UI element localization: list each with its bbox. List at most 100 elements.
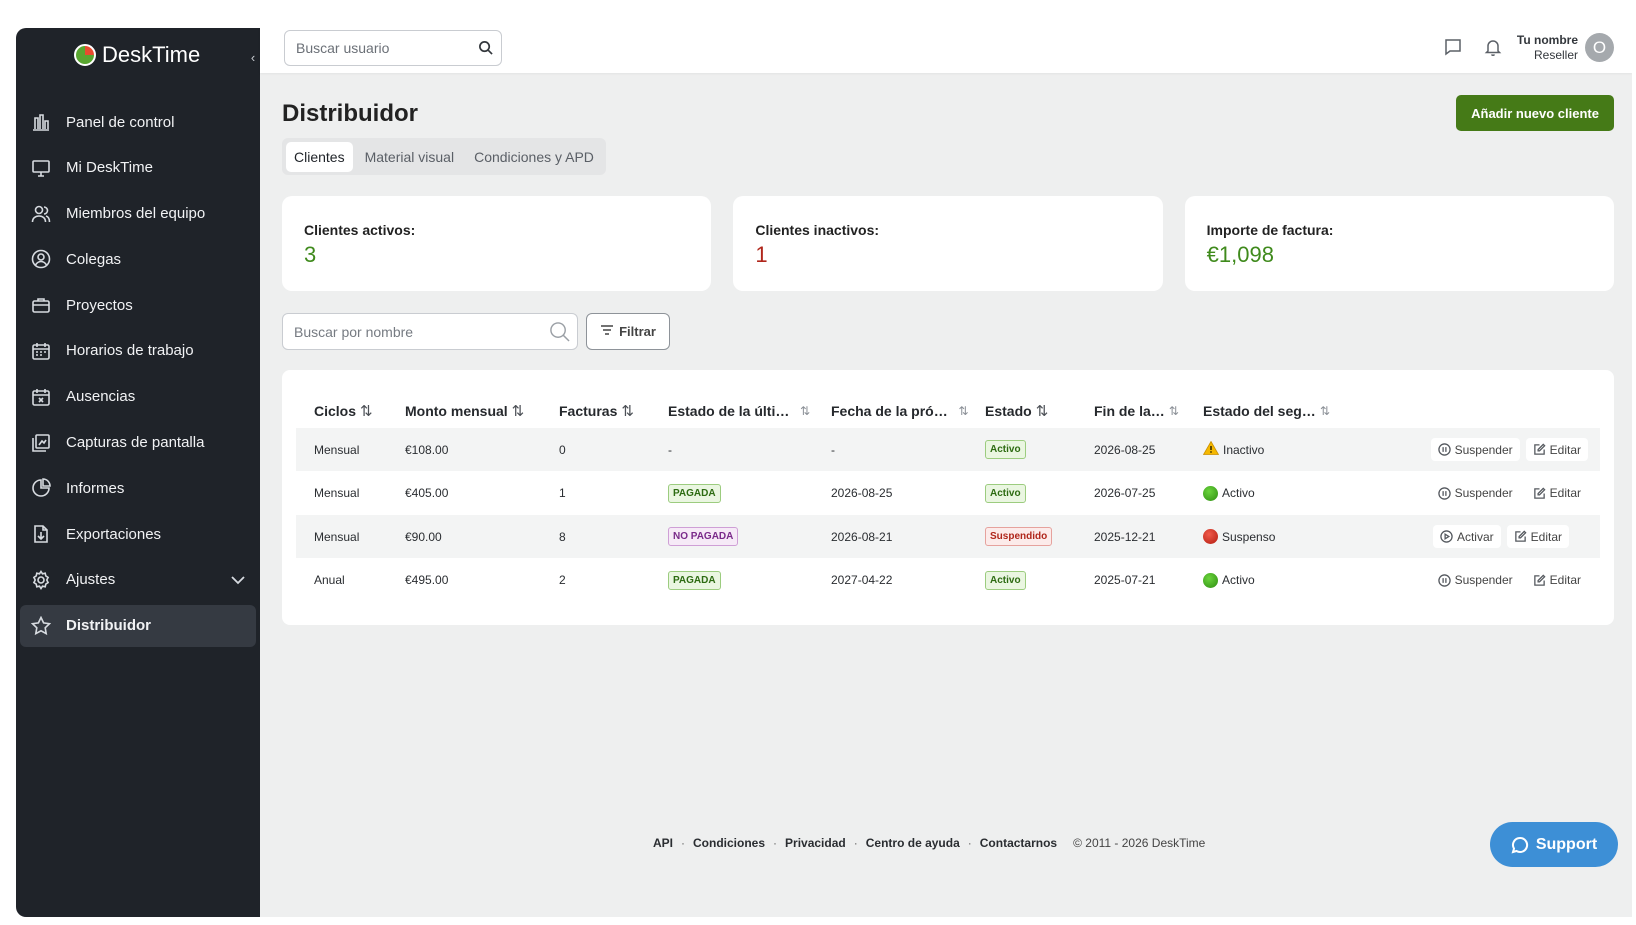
cell-cycle: Mensual (314, 442, 360, 457)
sidebar-item-ajustes[interactable]: Ajustes (20, 559, 256, 601)
footer-separator: · (773, 836, 778, 850)
sidebar-item-proyectos[interactable]: Proyectos (20, 284, 256, 326)
activate-button[interactable]: Activar (1432, 525, 1501, 548)
logo-text: DeskTime (102, 42, 201, 67)
edit-button[interactable]: Editar (1526, 569, 1588, 592)
add-client-button[interactable]: Añadir nuevo cliente (1456, 95, 1614, 131)
play-circle-icon (1440, 530, 1453, 543)
pie-chart-icon (30, 477, 52, 499)
col-header-fin[interactable]: Fin de la… ⇅ (1094, 403, 1179, 419)
sidebar-item-label: Ausencias (66, 388, 136, 406)
calendar-x-icon (30, 386, 52, 408)
desktime-logo[interactable]: DeskTime (74, 42, 200, 68)
footer-link-privacidad[interactable]: Privacidad (785, 836, 846, 850)
sidebar-item-capturas[interactable]: Capturas de pantalla (20, 422, 256, 464)
cell-invoices: 2 (559, 573, 566, 587)
sort-icon[interactable]: ⇅ (1168, 404, 1179, 418)
cell-next-date: - (831, 442, 835, 457)
support-button[interactable]: Support (1490, 822, 1618, 867)
status-badge: Activo (985, 483, 1026, 503)
tab-bar: Clientes Material visual Condiciones y A… (282, 138, 606, 175)
suspend-button[interactable]: Suspender (1431, 482, 1520, 505)
briefcase-icon (30, 294, 52, 316)
footer-link-condiciones[interactable]: Condiciones (693, 836, 766, 850)
gear-icon (30, 569, 52, 591)
avatar[interactable]: O (1585, 33, 1614, 62)
sort-icon[interactable]: ⇅ (621, 403, 634, 420)
team-icon (30, 203, 52, 225)
sort-icon[interactable]: ⇅ (1319, 404, 1330, 418)
sidebar-item-mi-desktime[interactable]: Mi DeskTime (20, 147, 256, 189)
tab-material-visual[interactable]: Material visual (364, 148, 455, 165)
footer-link-contacto[interactable]: Contactarnos (979, 836, 1058, 850)
stat-card-inactive: Clientes inactivos: 1 (733, 196, 1163, 291)
collapse-sidebar-icon[interactable]: ‹ (250, 49, 256, 65)
col-header-estado-seg[interactable]: Estado del seg… ⇅ (1203, 403, 1330, 419)
stat-label: Clientes inactivos: (755, 222, 880, 238)
sort-icon[interactable]: ⇅ (951, 404, 969, 418)
edit-button[interactable]: Editar (1525, 438, 1588, 461)
filter-button[interactable]: Filtrar (586, 313, 670, 350)
star-icon (30, 615, 52, 637)
red-status-dot-icon (1203, 529, 1218, 544)
sort-icon[interactable]: ⇅ (511, 403, 525, 420)
col-header-monto[interactable]: Monto mensual ⇅ (405, 403, 525, 420)
sidebar-item-miembros[interactable]: Miembros del equipo (20, 193, 256, 235)
app-window: DeskTime ‹ Panel de control Mi DeskTime … (16, 28, 1632, 917)
search-icon[interactable] (549, 321, 570, 347)
stat-value: €1,098 (1206, 242, 1274, 267)
edit-icon (1533, 443, 1546, 455)
sidebar-item-label: Capturas de pantalla (66, 434, 205, 452)
stats-cards: Clientes activos: 3 Clientes inactivos: … (282, 196, 1614, 291)
chat-icon[interactable] (1444, 38, 1462, 61)
sidebar-item-label: Panel de control (66, 113, 175, 131)
col-header-facturas[interactable]: Facturas ⇅ (559, 403, 634, 420)
edit-icon (1533, 573, 1546, 586)
sidebar-item-colegas[interactable]: Colegas (20, 238, 256, 280)
sidebar-item-label: Mi DeskTime (66, 159, 153, 177)
col-header-ciclos[interactable]: Ciclos ⇅ (314, 403, 373, 420)
search-icon[interactable] (478, 40, 493, 60)
clients-table: Ciclos ⇅ Monto mensual ⇅ Facturas ⇅ Estado … (282, 370, 1614, 625)
stat-value: 1 (755, 242, 768, 267)
sort-icon[interactable]: ⇅ (793, 404, 811, 418)
cell-invoices: 1 (559, 486, 566, 500)
tab-clientes[interactable]: Clientes (286, 141, 353, 172)
suspend-button[interactable]: Suspender (1431, 569, 1520, 592)
name-search-input[interactable] (283, 314, 533, 349)
col-header-estado[interactable]: Estado ⇅ (985, 403, 1049, 420)
tab-condiciones[interactable]: Condiciones y APD (474, 148, 594, 165)
user-role: Reseller (1533, 48, 1578, 62)
invoice-status-badge: PAGADA (668, 483, 721, 503)
bell-icon[interactable] (1484, 38, 1502, 61)
user-menu[interactable]: Tu nombre Reseller (1517, 33, 1578, 63)
sidebar-item-distribuidor[interactable]: Distribuidor (20, 604, 256, 647)
suspend-button[interactable]: Suspender (1430, 438, 1520, 461)
sort-icon[interactable]: ⇅ (1035, 403, 1049, 420)
cell-cycle: Anual (314, 573, 345, 587)
sidebar-item-exportaciones[interactable]: Exportaciones (20, 513, 256, 555)
sidebar-item-informes[interactable]: Informes (20, 467, 256, 509)
edit-button[interactable]: Editar (1526, 482, 1588, 505)
green-status-dot-icon (1203, 572, 1218, 588)
user-search-input[interactable] (285, 31, 465, 65)
cell-cycle: Mensual (314, 486, 360, 500)
footer-link-api[interactable]: API (653, 836, 674, 850)
cell-next-date: 2026-08-25 (831, 486, 893, 500)
col-header-fecha-proxima[interactable]: Fecha de la pró… ⇅ (831, 403, 969, 419)
edit-button[interactable]: Editar (1506, 525, 1569, 548)
seg-status: Activo (1222, 573, 1255, 587)
chevron-down-icon[interactable] (230, 572, 246, 588)
sidebar: DeskTime ‹ Panel de control Mi DeskTime … (16, 28, 260, 917)
table-row: Mensual €108.00 0 - - Activo 2026-08-25 … (296, 428, 1600, 471)
sidebar-item-ausencias[interactable]: Ausencias (20, 376, 256, 418)
footer-link-ayuda[interactable]: Centro de ayuda (865, 836, 960, 850)
sidebar-item-horarios[interactable]: Horarios de trabajo (20, 330, 256, 372)
screenshot-icon (30, 432, 52, 454)
sort-icon[interactable]: ⇅ (360, 403, 373, 420)
top-bar: Tu nombre Reseller O (260, 28, 1632, 73)
col-header-estado-ultima[interactable]: Estado de la últi… ⇅ (668, 403, 811, 419)
top-icons (1444, 38, 1502, 61)
sidebar-item-panel[interactable]: Panel de control (20, 101, 256, 143)
seg-status: Activo (1222, 486, 1255, 500)
